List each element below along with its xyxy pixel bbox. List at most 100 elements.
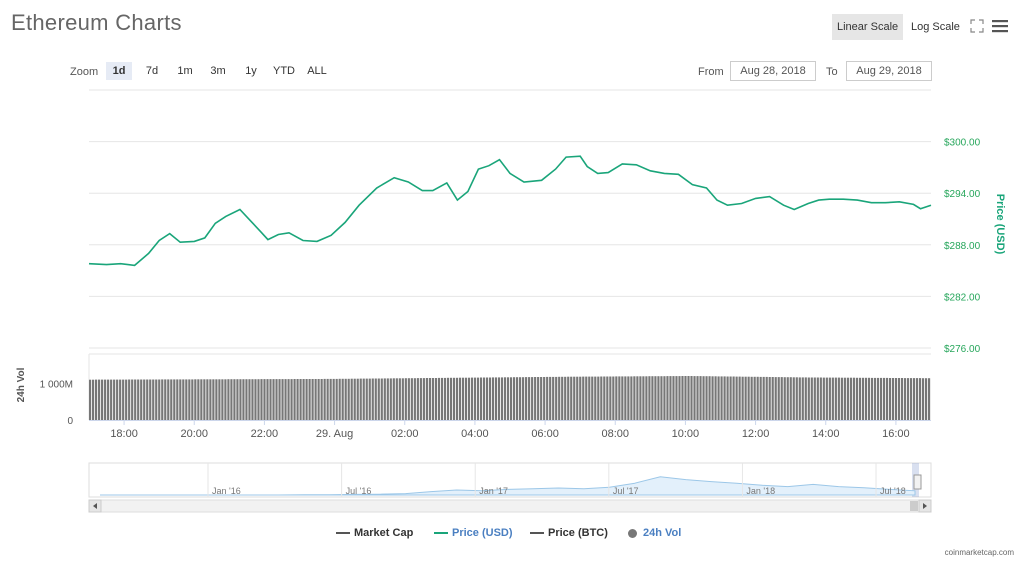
x-tick-label: 14:00 [812, 428, 840, 440]
volume-bar [497, 377, 501, 420]
volume-bar [708, 376, 711, 420]
volume-bar [344, 378, 347, 420]
volume-bar [576, 376, 579, 420]
volume-bar [248, 379, 251, 420]
zoom-all-button[interactable]: ALL [307, 65, 327, 77]
legend-market-cap[interactable]: Market Cap [336, 527, 413, 539]
volume-bar [236, 379, 239, 420]
volume-bar [561, 376, 564, 420]
volume-bar [849, 377, 852, 420]
zoom-3m-button[interactable]: 3m [210, 65, 226, 77]
volume-bar [203, 379, 206, 420]
log-scale-button[interactable]: Log Scale [911, 21, 960, 33]
zoom-7d-button[interactable]: 7d [145, 65, 159, 77]
navigator-handle[interactable] [913, 474, 922, 490]
volume-bar [425, 378, 428, 420]
volume-bar [380, 378, 383, 420]
scrollbar-thumb[interactable] [910, 501, 918, 511]
volume-bar [116, 379, 119, 420]
volume-bar [362, 378, 365, 420]
volume-bar [597, 376, 600, 420]
menu-icon[interactable] [992, 19, 1008, 33]
linear-scale-button[interactable]: Linear Scale [832, 14, 904, 40]
volume-bar [588, 376, 591, 420]
volume-bar [455, 377, 459, 420]
volume-bar [531, 377, 534, 420]
volume-bar [825, 377, 828, 420]
volume-bar [867, 377, 871, 420]
volume-bar [819, 377, 822, 420]
volume-bar [813, 377, 816, 420]
volume-bar [891, 378, 895, 420]
legend-price-btc[interactable]: Price (BTC) [530, 527, 608, 539]
volume-bar [161, 379, 164, 420]
volume-bar [756, 376, 759, 420]
volume-bar [696, 376, 699, 420]
volume-bar [774, 377, 777, 420]
volume-bar [215, 379, 218, 420]
volume-bar [834, 377, 837, 420]
volume-bar [822, 377, 825, 420]
legend-24h-vol[interactable]: 24h Vol [628, 527, 681, 539]
volume-bar [119, 379, 122, 420]
zoom-1m-button[interactable]: 1m [177, 65, 193, 77]
navigator-scrollbar[interactable] [88, 499, 932, 513]
volume-bar [642, 376, 645, 420]
volume-bar [437, 377, 440, 420]
x-tick-label: 04:00 [461, 428, 489, 440]
volume-bar [383, 378, 386, 420]
volume-bar [627, 376, 630, 420]
volume-bar [636, 376, 639, 420]
volume-bar [389, 378, 392, 420]
volume-bar [356, 378, 359, 420]
volume-bar [690, 376, 693, 420]
volume-bar [927, 378, 931, 420]
volume-bar [585, 376, 588, 420]
volume-bar [765, 376, 768, 420]
volume-bar [485, 377, 489, 420]
volume-bar [678, 376, 681, 420]
x-tick-label: 08:00 [601, 428, 629, 440]
volume-bar [269, 379, 272, 420]
from-date-input[interactable]: Aug 28, 2018 [730, 61, 816, 81]
volume-bar [528, 377, 531, 420]
volume-bar [558, 376, 561, 420]
volume-bar [639, 376, 642, 420]
volume-bar [792, 377, 795, 420]
volume-bar [107, 379, 110, 420]
legend-price-usd[interactable]: Price (USD) [434, 527, 513, 539]
credit-text: coinmarketcap.com [944, 548, 1014, 557]
navigator-label: Jan '16 [212, 486, 241, 496]
volume-bar [795, 377, 798, 420]
volume-bar [513, 377, 516, 420]
volume-bar [305, 379, 308, 420]
navigator[interactable]: Jan '16 Jul '16 Jan '17 Jul '17 Jan '18 Jul '… [88, 462, 932, 513]
volume-bar [606, 376, 609, 420]
volume-bar [831, 377, 834, 420]
volume-bar [552, 376, 555, 420]
zoom-1y-button[interactable]: 1y [245, 65, 257, 77]
zoom-ytd-button[interactable]: YTD [273, 65, 295, 77]
volume-bar [777, 377, 780, 420]
to-date-input[interactable]: Aug 29, 2018 [846, 61, 932, 81]
volume-bar [675, 376, 678, 420]
volume-bar [762, 376, 765, 420]
volume-bar [353, 378, 356, 420]
zoom-1d-button[interactable]: 1d [106, 62, 132, 80]
volume-bar [546, 376, 549, 420]
volume-bar [759, 376, 762, 420]
volume-bar [488, 377, 492, 420]
volume-bar [134, 379, 137, 420]
volume-bar [906, 378, 910, 420]
volume-bar [651, 376, 654, 420]
volume-bar [125, 379, 128, 420]
volume-bar [272, 379, 275, 420]
volume-bar [801, 377, 804, 420]
volume-bar [221, 379, 224, 420]
volume-bar [137, 379, 140, 420]
price-tick-label: $294.00 [944, 189, 981, 200]
fullscreen-icon[interactable] [970, 19, 984, 33]
volume-bar [858, 377, 861, 420]
volume-bar [209, 379, 212, 420]
volume-bar [723, 376, 726, 420]
